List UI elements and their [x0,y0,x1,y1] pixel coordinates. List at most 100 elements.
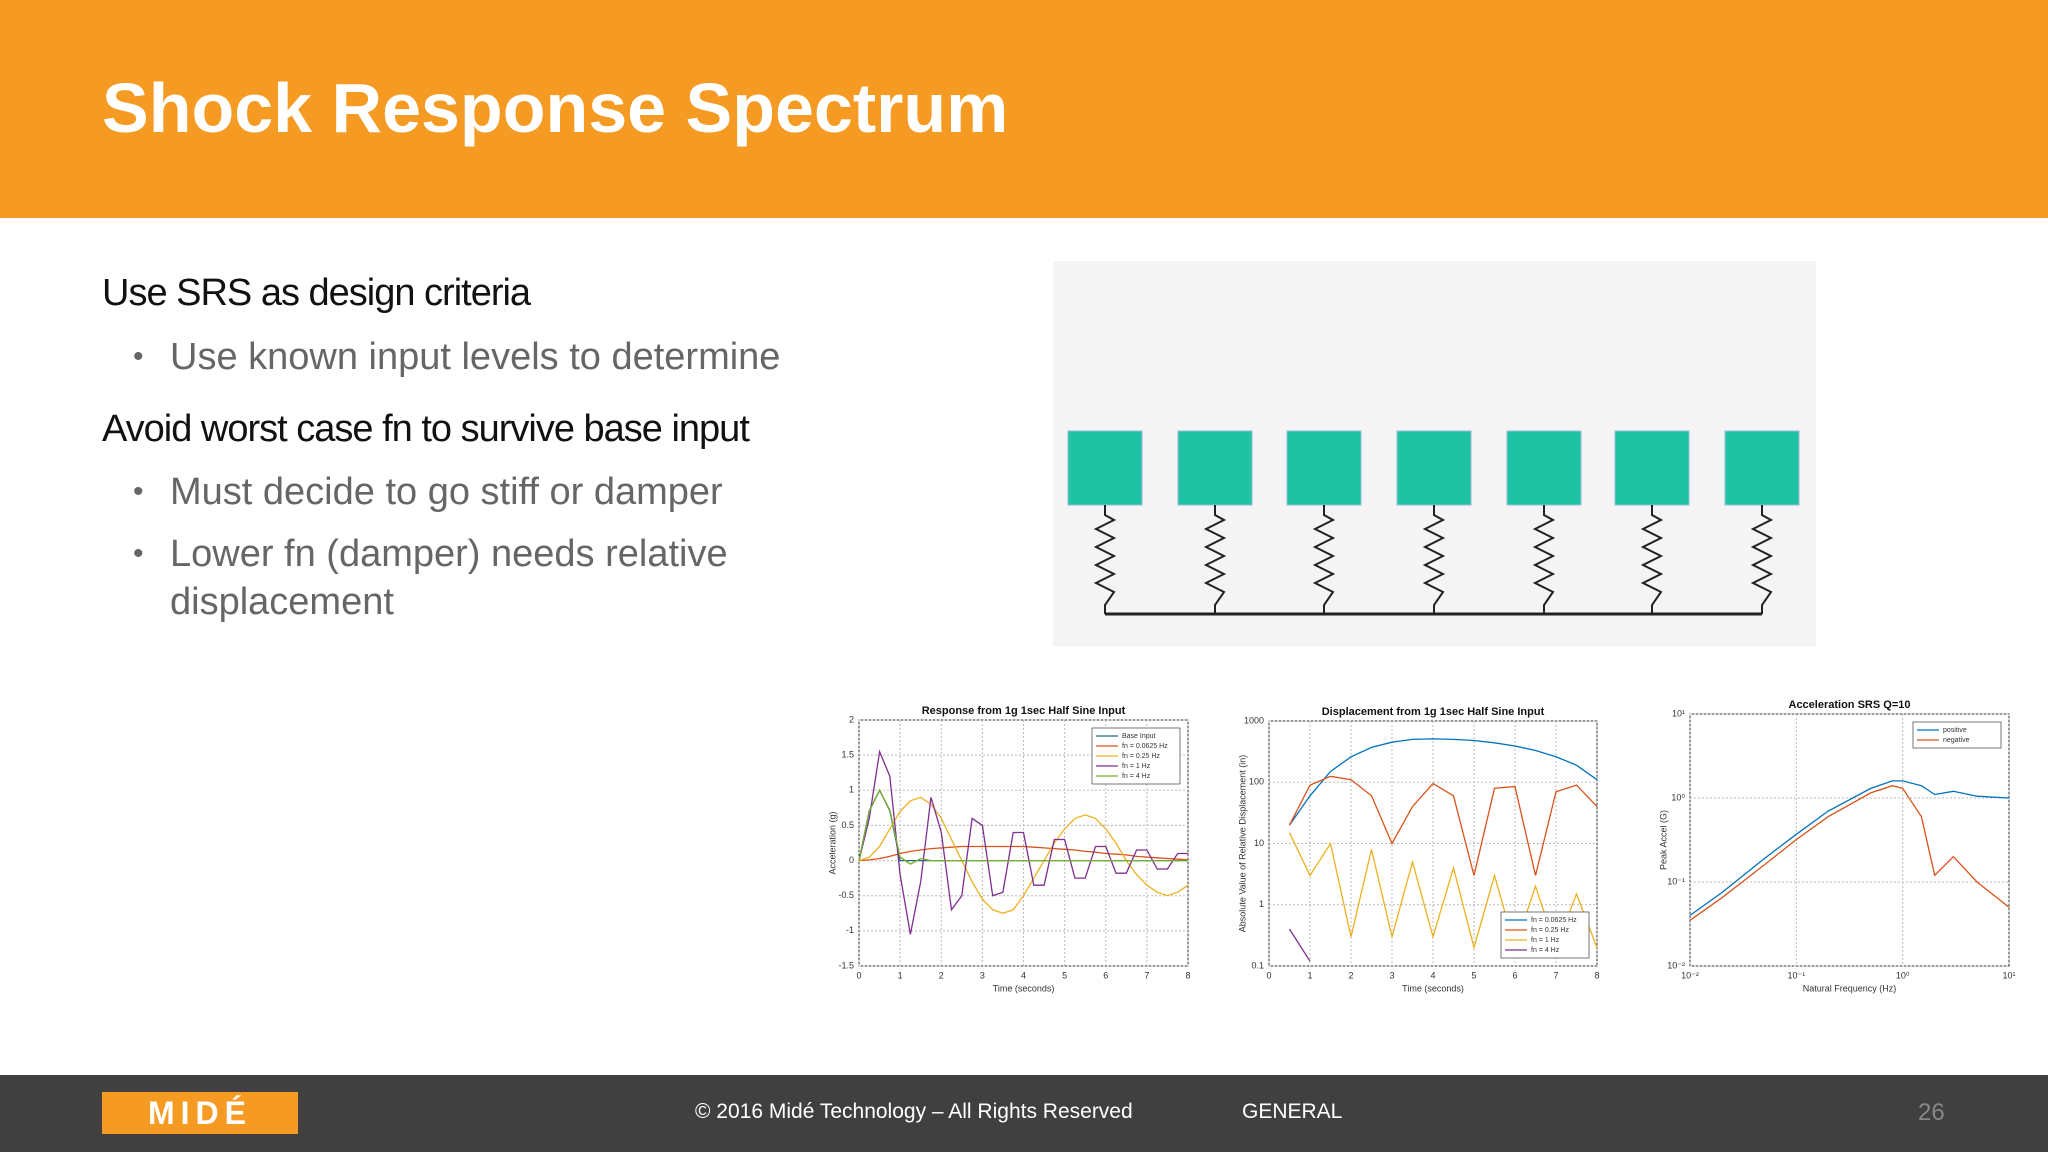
series-line [1288,738,1598,826]
copyright: © 2016 Midé Technology – All Rights Rese… [695,1100,1133,1123]
heading: Avoid worst case fn to survive base inpu… [102,408,750,450]
chart: 10⁻² 10⁻¹ 10⁰ 10¹ 10⁻² 10⁻¹ 10⁰ 10¹ Acceleration… [1658,699,2015,993]
y-tick-label: 10⁻¹ [1667,876,1685,886]
x-tick-label: 1 [898,970,903,980]
footer-band [0,1075,2048,1152]
spring [1422,505,1446,614]
y-tick-label: 10⁻² [1667,960,1685,970]
y-tick-label: 10⁰ [1671,792,1685,802]
mass [1614,430,1690,506]
x-tick-label: 8 [1185,970,1190,980]
x-tick-label: 7 [1144,970,1149,980]
y-tick-label: 1000 [1244,715,1264,725]
x-tick-label: 6 [1103,970,1108,980]
series-line [858,788,1188,865]
bullet: Use known input levels to determine [133,333,810,381]
y-tick-label: 10¹ [1672,708,1685,718]
y-tick-label: -1.5 [838,960,854,970]
y-axis-label: Acceleration (g) [827,811,837,874]
legend [1912,721,2002,749]
legend-label: fn = 1 Hz [1531,937,1560,944]
x-tick-label: 0 [1266,970,1271,980]
y-tick-label: 2 [849,714,854,724]
x-tick-label: 3 [1389,970,1394,980]
series-line [858,749,1188,935]
x-tick-label: 2 [1348,970,1353,980]
x-tick-label: 10⁻¹ [1787,970,1805,980]
chart: 0 1 2 3 4 5 6 7 8 0.1 1 10 100 1000 Displacement from … [1237,706,1599,993]
x-tick-label: 0 [856,970,861,980]
y-tick-label: -1 [846,925,854,935]
y-tick-label: 1.5 [841,750,854,760]
y-tick-label: 1 [1259,899,1264,909]
spring [1750,505,1774,614]
mass [1506,430,1582,506]
x-axis-label: Time (seconds) [993,983,1055,993]
series-line [858,845,1189,862]
x-tick-label: 10⁻² [1681,970,1699,980]
legend-label: fn = 4 Hz [1531,947,1560,954]
mass [1177,430,1253,506]
series-line [1288,928,1311,962]
y-tick-label: -0.5 [838,890,854,900]
legend-label: fn = 1 Hz [1122,763,1151,770]
y-tick-label: 0.5 [841,820,854,830]
x-tick-label: 8 [1594,970,1599,980]
y-tick-label: 0 [849,855,854,865]
legend-label: fn = 4 Hz [1122,773,1151,780]
x-tick-label: 10¹ [2002,970,2015,980]
series-line [858,796,1189,914]
x-tick-label: 4 [1430,970,1435,980]
x-tick-label: 3 [980,970,985,980]
y-tick-label: 1 [849,785,854,795]
chart-title: Acceleration SRS Q=10 [1789,699,1911,711]
x-tick-label: 5 [1471,970,1476,980]
spring [1532,505,1556,614]
series-line [1288,775,1598,876]
y-axis-label: Peak Accel (G) [1658,810,1668,870]
spring-mass-diagram [1053,261,1816,646]
mass [1724,430,1800,506]
mass [1286,430,1362,506]
x-tick-label: 7 [1553,970,1558,980]
chart-title: Displacement from 1g 1sec Half Sine Inpu… [1322,706,1545,718]
spring [1093,505,1117,614]
y-axis-label: Absolute Value of Relative Displacement … [1237,755,1247,932]
x-tick-label: 6 [1512,970,1517,980]
chart: 0 1 2 3 4 5 6 7 8 -1.5 -1 -0.5 0 0.5 1 1.5 2 Response fro… [827,705,1190,993]
legend-label: negative [1943,737,1970,744]
y-tick-label: 10 [1254,838,1264,848]
legend-label: fn = 0.25 Hz [1531,927,1569,934]
legend-label: fn = 0.0625 Hz [1531,917,1577,924]
x-tick-label: 2 [939,970,944,980]
legend-label: positive [1943,727,1967,734]
legend-label: fn = 0.25 Hz [1122,753,1160,760]
spring [1203,505,1227,614]
mass [1396,430,1472,506]
slide-title: Shock Response Spectrum [102,69,1009,147]
x-tick-label: 5 [1062,970,1067,980]
x-tick-label: 10⁰ [1896,970,1910,980]
series-line [1689,780,2010,916]
page-number: 26 [1918,1099,1945,1126]
bullet: Must decide to go stiff or damper [133,468,810,516]
x-tick-label: 4 [1021,970,1026,980]
mass [1067,430,1143,506]
logo: MIDÉ [102,1092,298,1134]
spring [1312,505,1336,614]
legend-label: Base Input [1122,733,1156,740]
header-band [0,0,2048,218]
heading: Use SRS as design criteria [102,272,531,314]
series-line [1689,785,2010,921]
plot-area [1689,713,2010,967]
y-tick-label: 0.1 [1251,960,1264,970]
x-axis-label: Time (seconds) [1402,983,1464,993]
x-tick-label: 1 [1307,970,1312,980]
y-tick-label: 100 [1249,777,1264,787]
x-axis-label: Natural Frequency (Hz) [1803,983,1897,993]
legend-label: fn = 0.0625 Hz [1122,743,1168,750]
bullet: Lower fn (damper) needs relative displac… [133,530,810,626]
spring [1640,505,1664,614]
